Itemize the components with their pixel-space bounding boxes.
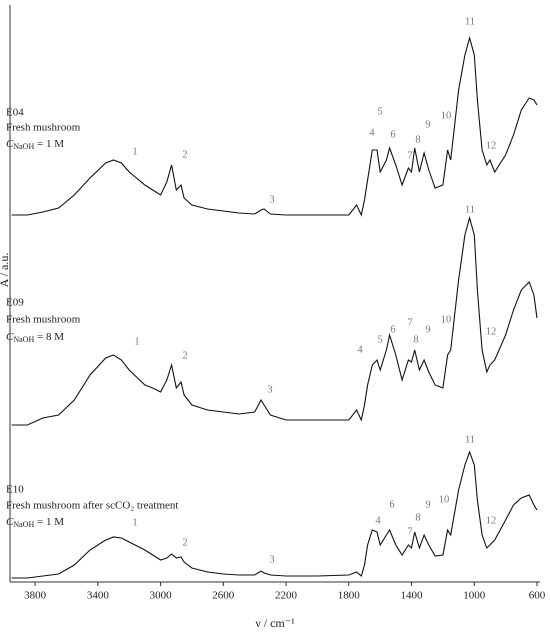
peak-label: 11 xyxy=(465,204,475,215)
series-condition: CNaOH = 1 M xyxy=(6,138,64,151)
peak-label: 10 xyxy=(441,110,452,121)
peak-label: 7 xyxy=(407,526,412,537)
peak-label: 1 xyxy=(132,517,137,528)
condition-subscript: NaOH xyxy=(13,335,34,344)
y-axis-label: A / a.u. xyxy=(0,253,11,288)
peak-label: 2 xyxy=(182,350,187,361)
series-description: Fresh mushroom xyxy=(6,314,81,326)
x-tick-label: 600 xyxy=(529,590,546,602)
condition-text: = 8 M xyxy=(34,331,64,343)
peak-label: 11 xyxy=(465,16,475,27)
peak-label: 5 xyxy=(377,106,382,117)
x-tick-label: 1400 xyxy=(401,590,424,602)
peak-label: 5 xyxy=(377,334,382,345)
series-condition: CNaOH = 8 M xyxy=(6,331,64,344)
peak-label: 4 xyxy=(369,127,375,138)
spectrum-line xyxy=(11,450,538,579)
peak-label: 12 xyxy=(486,515,497,526)
peak-label: 12 xyxy=(486,140,497,151)
condition-subscript: NaOH xyxy=(13,520,34,529)
peak-label: 3 xyxy=(269,194,274,205)
peak-label: 12 xyxy=(486,326,497,337)
x-tick-label: 3400 xyxy=(87,590,110,602)
series-name: E10 xyxy=(6,484,24,496)
x-tick-label: 1800 xyxy=(338,590,361,602)
series-description: Fresh mushroom after scCO₂ treatment xyxy=(6,500,178,512)
peak-label: 7 xyxy=(407,317,412,328)
peak-label: 8 xyxy=(413,334,418,345)
peak-label: 7 xyxy=(407,150,412,161)
series-condition: CNaOH = 1 M xyxy=(6,516,64,529)
x-tick-label: 1000 xyxy=(463,590,486,602)
peak-label: 4 xyxy=(375,515,381,526)
peak-label: 1 xyxy=(134,336,139,347)
peak-label: 10 xyxy=(439,494,450,505)
peak-label: 6 xyxy=(390,129,395,140)
series-description: Fresh mushroom xyxy=(6,122,81,134)
peak-label: 2 xyxy=(182,537,187,548)
x-axis-label: ν / cm⁻¹ xyxy=(255,616,295,630)
x-tick-label: 2200 xyxy=(275,590,298,602)
peak-label: 3 xyxy=(267,384,272,395)
peak-label: 9 xyxy=(425,499,430,510)
condition-text: = 1 M xyxy=(34,138,64,150)
condition-symbol: C xyxy=(6,516,14,528)
x-tick-label: 3000 xyxy=(150,590,173,602)
condition-text: = 1 M xyxy=(34,516,64,528)
x-tick-label: 3800 xyxy=(24,590,47,602)
condition-symbol: C xyxy=(6,331,14,343)
peak-label: 1 xyxy=(132,146,137,157)
condition-subscript: NaOH xyxy=(13,142,34,151)
peak-label: 4 xyxy=(357,344,363,355)
peak-label: 11 xyxy=(465,434,475,445)
series-name: E04 xyxy=(6,107,24,119)
peak-label: 6 xyxy=(389,499,394,510)
x-tick-label: 2600 xyxy=(212,590,235,602)
peak-label: 9 xyxy=(425,119,430,130)
peak-label: 8 xyxy=(415,512,420,523)
spectrum-line xyxy=(11,35,538,217)
peak-label: 3 xyxy=(269,554,274,565)
peak-label: 10 xyxy=(441,314,452,325)
peak-label: 6 xyxy=(390,324,395,335)
condition-symbol: C xyxy=(6,138,14,150)
series-name: E09 xyxy=(6,297,24,309)
peak-label: 8 xyxy=(415,134,420,145)
peak-label: 9 xyxy=(425,324,430,335)
spectrum-line xyxy=(11,215,538,426)
peak-label: 2 xyxy=(182,149,187,160)
